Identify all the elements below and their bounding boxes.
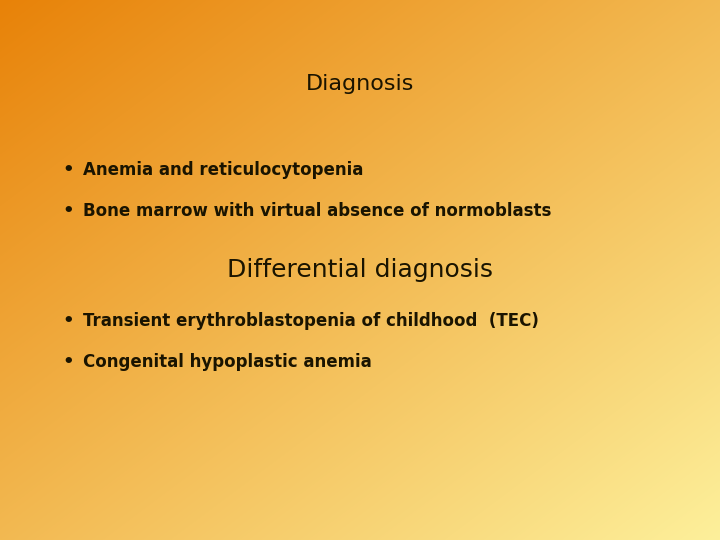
Text: Transient erythroblastopenia of childhood  (TEC): Transient erythroblastopenia of childhoo…: [83, 312, 539, 330]
Text: Differential diagnosis: Differential diagnosis: [227, 258, 493, 282]
Text: •: •: [63, 201, 74, 220]
Text: Diagnosis: Diagnosis: [306, 73, 414, 94]
Text: Anemia and reticulocytopenia: Anemia and reticulocytopenia: [83, 161, 363, 179]
Text: •: •: [63, 161, 74, 179]
Text: Congenital hypoplastic anemia: Congenital hypoplastic anemia: [83, 353, 372, 371]
Text: •: •: [63, 312, 74, 330]
Text: •: •: [63, 353, 74, 371]
Text: Bone marrow with virtual absence of normoblasts: Bone marrow with virtual absence of norm…: [83, 201, 552, 220]
